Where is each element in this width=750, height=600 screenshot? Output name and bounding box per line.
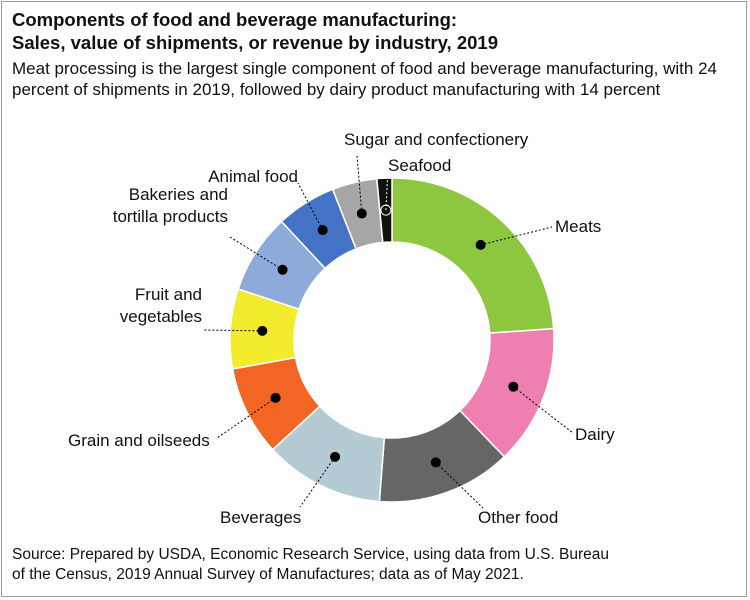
leader-line bbox=[202, 329, 263, 332]
slice-label: Dairy bbox=[575, 425, 615, 444]
leader-line bbox=[297, 182, 324, 231]
slice-label-line: Beverages bbox=[220, 508, 301, 527]
donut-slices bbox=[229, 177, 555, 503]
slice-label-line: Animal food bbox=[208, 167, 298, 186]
slice-label: Sugar and confectionery bbox=[344, 130, 529, 149]
slice-label: Grain and oilseeds bbox=[68, 431, 210, 450]
slice-label-line: Sugar and confectionery bbox=[344, 130, 529, 149]
leader-line bbox=[435, 462, 484, 509]
slice-label-line: Grain and oilseeds bbox=[68, 431, 210, 450]
slice-label-line: Meats bbox=[555, 217, 601, 236]
slice-label: Seafood bbox=[388, 156, 451, 175]
leader-line bbox=[513, 386, 574, 434]
slice-label: Beverages bbox=[220, 508, 301, 527]
source-line-1: Source: Prepared by USDA, Economic Resea… bbox=[12, 546, 610, 563]
title-line-2: Sales, value of shipments, or revenue by… bbox=[12, 32, 498, 53]
slice-meats bbox=[391, 177, 555, 334]
slice-label: Bakeries and tortilla products bbox=[113, 185, 228, 226]
slice-label-line: Seafood bbox=[388, 156, 451, 175]
chart-subtitle: Meat processing is the largest single co… bbox=[12, 59, 717, 99]
slice-seafood bbox=[376, 177, 393, 244]
slice-label: Fruit and vegetables bbox=[120, 285, 202, 326]
slice-label-line: Dairy bbox=[575, 425, 615, 444]
slice-label-line: Other food bbox=[478, 508, 558, 527]
slice-label-line: tortilla products bbox=[113, 207, 228, 226]
source-line-2: of the Census, 2019 Annual Survey of Man… bbox=[12, 566, 524, 583]
slice-label-line: Bakeries and bbox=[129, 185, 228, 204]
slice-label: Meats bbox=[555, 217, 601, 236]
leader-line bbox=[480, 226, 553, 246]
leader-line bbox=[356, 154, 363, 214]
leader-lines bbox=[202, 154, 574, 509]
slice-labels: Meats Dairy Other food Beverages Grain and o… bbox=[68, 130, 615, 527]
leader-line bbox=[385, 167, 389, 211]
source-note: Source: Prepared by USDA, Economic Resea… bbox=[12, 545, 737, 585]
slice-label-line: vegetables bbox=[120, 307, 202, 326]
slice-label: Other food bbox=[478, 508, 558, 527]
chart-title: Components of food and beverage manufact… bbox=[12, 8, 498, 54]
slice-label-line: Fruit and bbox=[135, 285, 202, 304]
title-line-1: Components of food and beverage manufact… bbox=[12, 9, 458, 30]
donut-chart: Meats Dairy Other food Beverages Grain and o… bbox=[68, 130, 615, 527]
slice-label: Animal food bbox=[208, 167, 298, 186]
